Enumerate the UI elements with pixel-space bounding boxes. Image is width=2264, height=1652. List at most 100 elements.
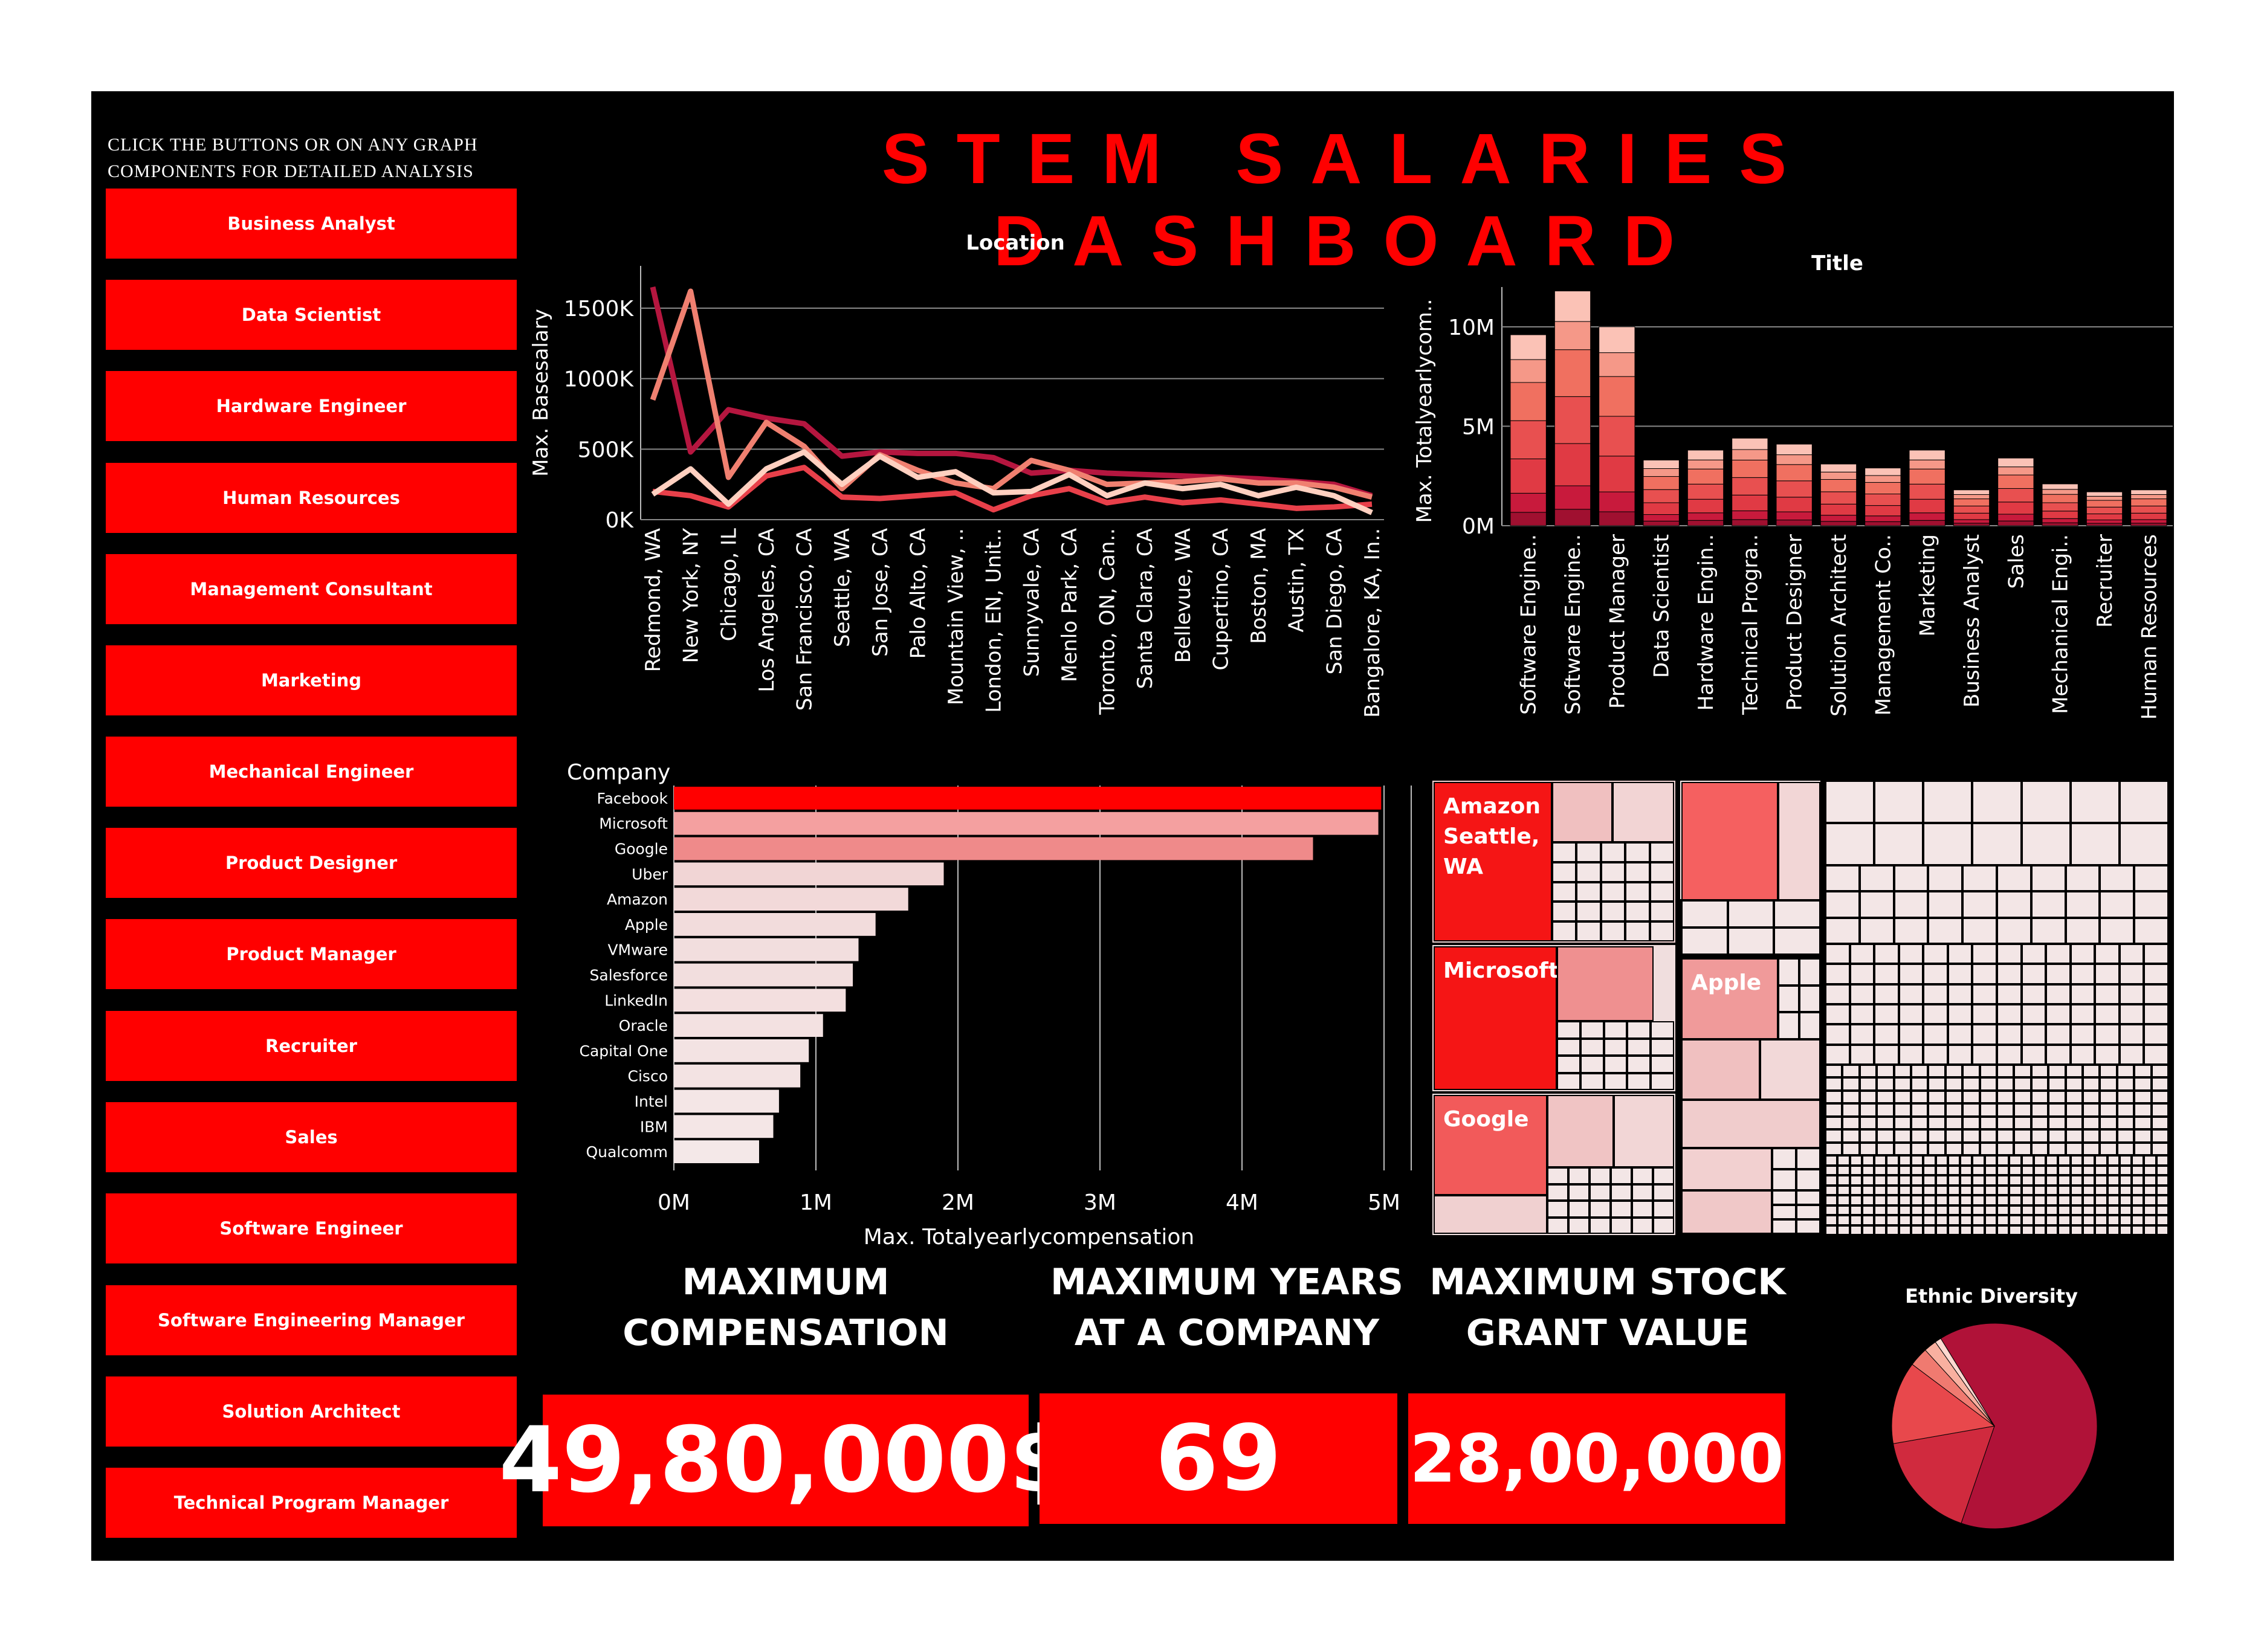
- filter-button-business-analyst[interactable]: Business Analyst: [106, 189, 517, 259]
- treemap-cell[interactable]: [1960, 1205, 1973, 1215]
- treemap-cell[interactable]: [2144, 1165, 2156, 1175]
- treemap-cell[interactable]: [1825, 1077, 1843, 1091]
- treemap-cell[interactable]: [2119, 1185, 2132, 1195]
- treemap-cell[interactable]: [1874, 1205, 1887, 1215]
- company-bar-cisco[interactable]: [674, 1064, 801, 1088]
- treemap-cell[interactable]: [2009, 1215, 2022, 1225]
- treemap-cell[interactable]: [1923, 1165, 1936, 1175]
- treemap-cell[interactable]: [1935, 1155, 1948, 1166]
- treemap-cell[interactable]: [1997, 1155, 2010, 1166]
- treemap-cell[interactable]: [1625, 902, 1650, 922]
- treemap-cell[interactable]: [2070, 781, 2120, 823]
- title-bar-segment[interactable]: [1997, 514, 2034, 521]
- treemap-cell[interactable]: [1962, 1129, 1980, 1143]
- treemap-cell[interactable]: [1894, 865, 1929, 892]
- treemap-cell[interactable]: [1576, 862, 1601, 882]
- title-bar-segment[interactable]: [1997, 488, 2034, 503]
- treemap-cell[interactable]: [1923, 823, 1973, 865]
- treemap-cell[interactable]: [2065, 1103, 2083, 1117]
- treemap-cell[interactable]: [1651, 1021, 1674, 1039]
- treemap-cell[interactable]: [1825, 1155, 1838, 1166]
- treemap-cell[interactable]: [1825, 781, 1875, 823]
- title-bar-segment[interactable]: [2086, 500, 2123, 508]
- treemap-cell[interactable]: [1825, 964, 1850, 984]
- treemap-cell[interactable]: [2046, 1195, 2059, 1205]
- treemap-cell[interactable]: [2070, 944, 2095, 964]
- treemap-cell[interactable]: [1576, 842, 1601, 862]
- treemap-cell[interactable]: [2058, 1225, 2071, 1235]
- title-bar-segment[interactable]: [1599, 456, 1635, 492]
- treemap-cell[interactable]: [1825, 1142, 1843, 1155]
- title-bar-segment[interactable]: [2130, 505, 2167, 514]
- treemap-cell[interactable]: [1962, 1116, 1980, 1130]
- treemap-cell[interactable]: [1886, 1225, 1899, 1235]
- treemap-cell[interactable]: [1825, 944, 1850, 964]
- title-bar-segment[interactable]: [1599, 491, 1635, 512]
- treemap-cell[interactable]: [2048, 1116, 2066, 1130]
- treemap-cell[interactable]: [2095, 1024, 2120, 1045]
- title-bar-segment[interactable]: [1510, 512, 1547, 526]
- treemap-cell[interactable]: [2151, 1065, 2169, 1078]
- filter-button-mechanical-engineer[interactable]: Mechanical Engineer: [106, 737, 517, 807]
- filter-button-software-engineering-manager[interactable]: Software Engineering Manager: [106, 1285, 517, 1355]
- treemap-cell[interactable]: [1547, 1095, 1614, 1167]
- treemap-cell[interactable]: [2144, 964, 2169, 984]
- filter-button-product-manager[interactable]: Product Manager: [106, 919, 517, 989]
- treemap-cell[interactable]: [1923, 1195, 1936, 1205]
- treemap-cell[interactable]: [2100, 865, 2135, 892]
- treemap-cell[interactable]: [1552, 782, 1612, 842]
- treemap-cell[interactable]: [1861, 1205, 1875, 1215]
- title-bar-segment[interactable]: [1820, 515, 1857, 522]
- treemap-cell[interactable]: [2100, 1077, 2117, 1091]
- treemap-cell[interactable]: [2100, 891, 2135, 918]
- treemap-cell[interactable]: [2156, 1225, 2169, 1235]
- title-bar-segment[interactable]: [1865, 515, 1901, 522]
- treemap-cell[interactable]: [2058, 1205, 2071, 1215]
- treemap-cell[interactable]: [1842, 1116, 1860, 1130]
- treemap-cell[interactable]: [1898, 1225, 1911, 1235]
- treemap-cell[interactable]: [1590, 1201, 1611, 1218]
- treemap-cell[interactable]: [1928, 1065, 1945, 1078]
- treemap-cell[interactable]: [2070, 1044, 2095, 1065]
- treemap-cell[interactable]: [2119, 1044, 2144, 1065]
- treemap-cell[interactable]: [1611, 1184, 1632, 1201]
- treemap-cell[interactable]: [2156, 1195, 2169, 1205]
- treemap-cell[interactable]: [1960, 1155, 1973, 1166]
- treemap-cell[interactable]: [2144, 984, 2169, 1004]
- treemap-cell[interactable]: [1997, 1129, 2014, 1143]
- treemap-cell[interactable]: [2014, 1077, 2031, 1091]
- treemap-cell[interactable]: [2046, 1205, 2059, 1215]
- location-series-line-1[interactable]: [650, 286, 1373, 499]
- treemap-cell[interactable]: [1979, 1090, 1997, 1104]
- treemap-cell[interactable]: [2065, 1142, 2083, 1155]
- treemap-cell[interactable]: [2046, 944, 2071, 964]
- treemap-cell[interactable]: [1923, 1225, 1936, 1235]
- company-bar-linkedin[interactable]: [674, 989, 846, 1012]
- treemap-cell[interactable]: [2021, 1195, 2034, 1205]
- treemap-cell[interactable]: [2095, 984, 2120, 1004]
- treemap-cell[interactable]: [1923, 944, 1948, 964]
- title-bar-segment[interactable]: [1643, 489, 1680, 503]
- treemap-cell[interactable]: [2070, 1175, 2083, 1186]
- title-bar-segment[interactable]: [2042, 483, 2078, 490]
- filter-button-solution-architect[interactable]: Solution Architect: [106, 1376, 517, 1447]
- treemap-cell[interactable]: [1825, 1116, 1843, 1130]
- treemap-cell[interactable]: [1984, 1185, 1997, 1195]
- treemap-cell[interactable]: [1972, 1155, 1985, 1166]
- treemap-cell[interactable]: [2083, 1077, 2100, 1091]
- treemap-cell[interactable]: [1947, 1044, 1973, 1065]
- treemap-cell[interactable]: [2151, 1103, 2169, 1117]
- treemap-cell[interactable]: [1997, 865, 2031, 892]
- title-bar-segment[interactable]: [1776, 454, 1813, 465]
- title-bar-segment[interactable]: [2130, 489, 2167, 495]
- treemap-cell[interactable]: [1911, 1142, 1929, 1155]
- title-bar-segment[interactable]: [1599, 352, 1635, 377]
- treemap-cell[interactable]: [1923, 1175, 1936, 1186]
- treemap-cell[interactable]: [2095, 1225, 2107, 1235]
- company-bar-ibm[interactable]: [674, 1115, 774, 1138]
- title-bar-segment[interactable]: [1776, 497, 1813, 512]
- treemap-cell[interactable]: [2134, 1129, 2152, 1143]
- treemap-cell[interactable]: [2132, 1205, 2144, 1215]
- treemap-cell[interactable]: [2083, 1175, 2095, 1186]
- treemap-cell[interactable]: [2134, 1116, 2152, 1130]
